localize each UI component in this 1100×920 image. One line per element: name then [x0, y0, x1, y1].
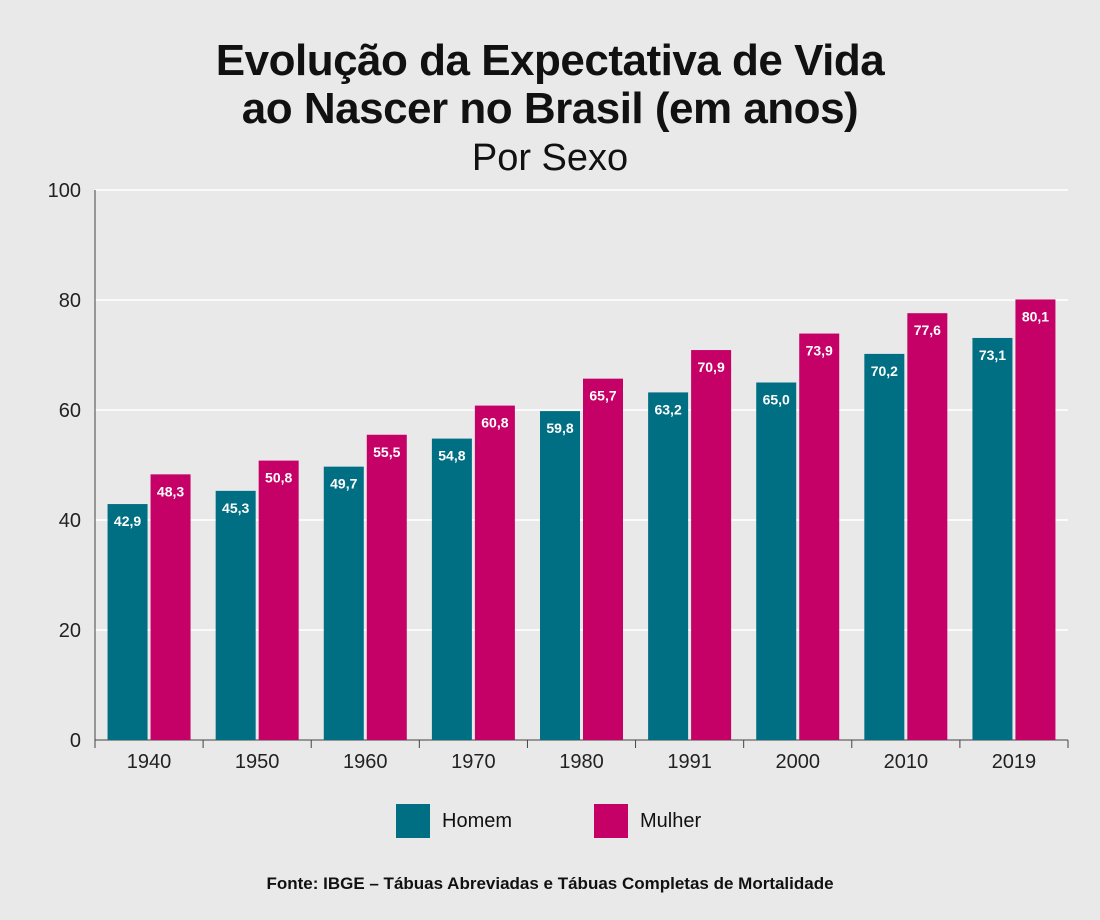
bar-mulher-1940 [150, 474, 191, 740]
bar-homem-1980 [540, 411, 580, 740]
y-tick-label-100: 100 [48, 180, 81, 202]
data-label-homem-1980: 59,8 [546, 420, 573, 436]
chart-subtitle: Por Sexo [471, 137, 629, 179]
bar-homem-1950 [215, 490, 256, 740]
y-tick-label-60: 60 [59, 400, 81, 422]
bar-homem-1960 [323, 466, 364, 740]
x-tick-label-1980: 1980 [559, 751, 604, 773]
data-label-homem-1940: 42,9 [114, 513, 141, 529]
y-tick-label-80: 80 [59, 290, 81, 312]
data-label-mulher-1970: 60,8 [481, 415, 508, 431]
bar-mulher-1960 [366, 434, 407, 740]
y-tick-label-40: 40 [59, 510, 81, 532]
bar-mulher-2019 [1015, 299, 1056, 740]
bar-homem-1991 [648, 392, 689, 740]
data-label-mulher-1991: 70,9 [697, 359, 724, 375]
chart-title-line-1: Evolução da Expectativa de Vida [215, 36, 885, 85]
bar-mulher-1991 [691, 350, 732, 740]
data-label-mulher-2010: 77,6 [914, 322, 941, 338]
x-tick-label-2010: 2010 [884, 751, 929, 773]
data-label-mulher-1940: 48,3 [157, 483, 184, 499]
bar-homem-2000 [756, 382, 797, 740]
legend-swatch-mulher [594, 804, 628, 838]
x-tick-label-2019: 2019 [992, 751, 1037, 773]
legend-swatch-homem [396, 804, 430, 838]
bar-mulher-1950 [258, 460, 299, 740]
x-tick-label-2000: 2000 [775, 751, 820, 773]
legend-label-mulher: Mulher [640, 809, 702, 832]
x-tick-label-1950: 1950 [235, 751, 280, 773]
data-label-homem-1970: 54,8 [438, 448, 465, 464]
y-tick-label-20: 20 [59, 620, 81, 642]
bar-homem-2019 [972, 337, 1013, 740]
data-label-homem-1991: 63,2 [654, 401, 681, 417]
x-tick-label-1970: 1970 [451, 751, 496, 773]
bar-homem-1940 [107, 504, 148, 740]
data-label-mulher-1960: 55,5 [373, 444, 400, 460]
bar-mulher-1970 [474, 405, 515, 740]
data-label-mulher-1950: 50,8 [265, 470, 292, 486]
data-label-homem-2010: 70,2 [871, 363, 898, 379]
x-tick-label-1940: 1940 [127, 751, 172, 773]
bar-homem-1970 [431, 438, 472, 740]
data-label-mulher-2000: 73,9 [806, 343, 833, 359]
x-tick-label-1960: 1960 [343, 751, 388, 773]
bar-mulher-1980 [583, 378, 623, 740]
chart-title-line-2: ao Nascer no Brasil (em anos) [241, 84, 859, 133]
legend-label-homem: Homem [442, 809, 513, 832]
bar-mulher-2000 [799, 333, 840, 740]
y-tick-label-0: 0 [70, 730, 81, 752]
x-tick-label-1991: 1991 [667, 751, 712, 773]
data-label-homem-1950: 45,3 [222, 500, 249, 516]
legend-item-mulher: Mulher [594, 804, 701, 838]
source-note: Fonte: IBGE – Tábuas Abreviadas e Tábuas… [266, 874, 834, 893]
data-label-mulher-2019: 80,1 [1022, 308, 1049, 324]
bar-mulher-2010 [907, 313, 948, 740]
bar-chart: 0 20 40 60 80 100 42,9 48,3 1940 45,3 50,8 1950 49,7… [48, 180, 1069, 773]
data-label-homem-2000: 65,0 [763, 392, 790, 408]
data-label-homem-2019: 73,1 [979, 347, 1006, 363]
bar-homem-2010 [864, 353, 905, 740]
data-label-homem-1960: 49,7 [330, 476, 357, 492]
legend-item-homem: Homem [396, 804, 512, 838]
data-label-mulher-1980: 65,7 [589, 388, 616, 404]
